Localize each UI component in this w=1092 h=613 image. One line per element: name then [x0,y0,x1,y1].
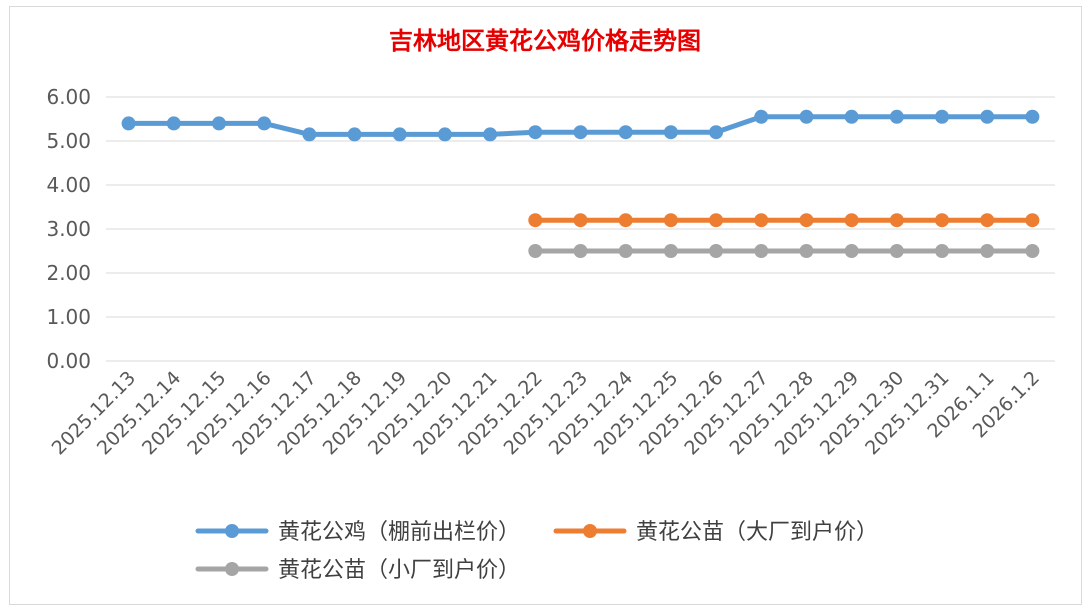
data-point [889,213,904,228]
data-point [709,213,724,228]
data-point [799,244,814,258]
legend-item-2[interactable]: 黄花公苗（大厂到户价） [553,520,878,545]
data-point [392,127,407,142]
series-1 [121,109,1040,142]
data-point [889,244,904,258]
y-tick-label: 1.00 [46,305,91,329]
data-point [573,213,588,228]
legend-item-1[interactable]: 黄花公鸡（棚前出栏价） [195,520,520,545]
data-point [528,213,543,228]
data-point [799,109,814,124]
y-tick-label: 5.00 [46,129,91,153]
chart-frame: 吉林地区黄花公鸡价格走势图 0.00 1.00 2.00 3.00 4.00 5.00 6.… [9,6,1082,605]
data-point [709,125,724,140]
data-point [1025,109,1040,124]
y-tick-label: 0.00 [46,349,91,373]
data-point [844,109,859,124]
chart-title: 吉林地区黄花公鸡价格走势图 [389,26,701,55]
y-axis-ticks: 0.00 1.00 2.00 3.00 4.00 5.00 6.00 [46,85,91,373]
data-point [302,127,317,142]
legend-marker [583,524,597,538]
legend-item-3[interactable]: 黄花公苗（小厂到户价） [195,558,520,583]
series-3 [528,244,1040,258]
y-tick-label: 2.00 [46,261,91,285]
data-point [754,109,769,124]
legend-marker [225,524,239,538]
y-tick-label: 6.00 [46,85,91,109]
data-point [844,213,859,228]
data-point [754,244,769,258]
legend: 黄花公鸡（棚前出栏价） 黄花公苗（大厂到户价） 黄花公苗（小厂到户价） [195,520,878,583]
series-lines [121,109,1040,258]
data-point [211,116,226,131]
data-point [618,244,633,258]
data-point [663,244,678,258]
data-point [618,213,633,228]
data-point [437,127,452,142]
data-point [528,125,543,140]
data-point [166,116,181,131]
data-point [889,109,904,124]
series-2 [528,213,1040,228]
legend-label: 黄花公苗（大厂到户价） [636,520,878,545]
line-chart: 吉林地区黄花公鸡价格走势图 0.00 1.00 2.00 3.00 4.00 5.00 6.… [46,26,1055,583]
data-point [709,244,724,258]
data-point [754,213,769,228]
data-point [980,213,995,228]
legend-label: 黄花公苗（小厂到户价） [278,558,520,583]
data-point [935,244,950,258]
data-point [573,244,588,258]
data-point [844,244,859,258]
x-axis-ticks: 2025.12.132025.12.142025.12.152025.12.16… [48,367,1044,459]
y-tick-label: 3.00 [46,217,91,241]
gridlines [106,96,1055,362]
y-tick-label: 4.00 [46,173,91,197]
data-point [935,213,950,228]
data-point [663,125,678,140]
data-point [121,116,136,131]
data-point [935,109,950,124]
data-point [799,213,814,228]
data-point [663,213,678,228]
data-point [573,125,588,140]
legend-label: 黄花公鸡（棚前出栏价） [278,520,520,545]
data-point [347,127,362,142]
data-point [980,109,995,124]
data-point [980,244,995,258]
data-point [1025,213,1040,228]
legend-marker [225,562,239,576]
data-point [1025,244,1040,258]
data-point [483,127,498,142]
data-point [257,116,272,131]
data-point [528,244,543,258]
data-point [618,125,633,140]
